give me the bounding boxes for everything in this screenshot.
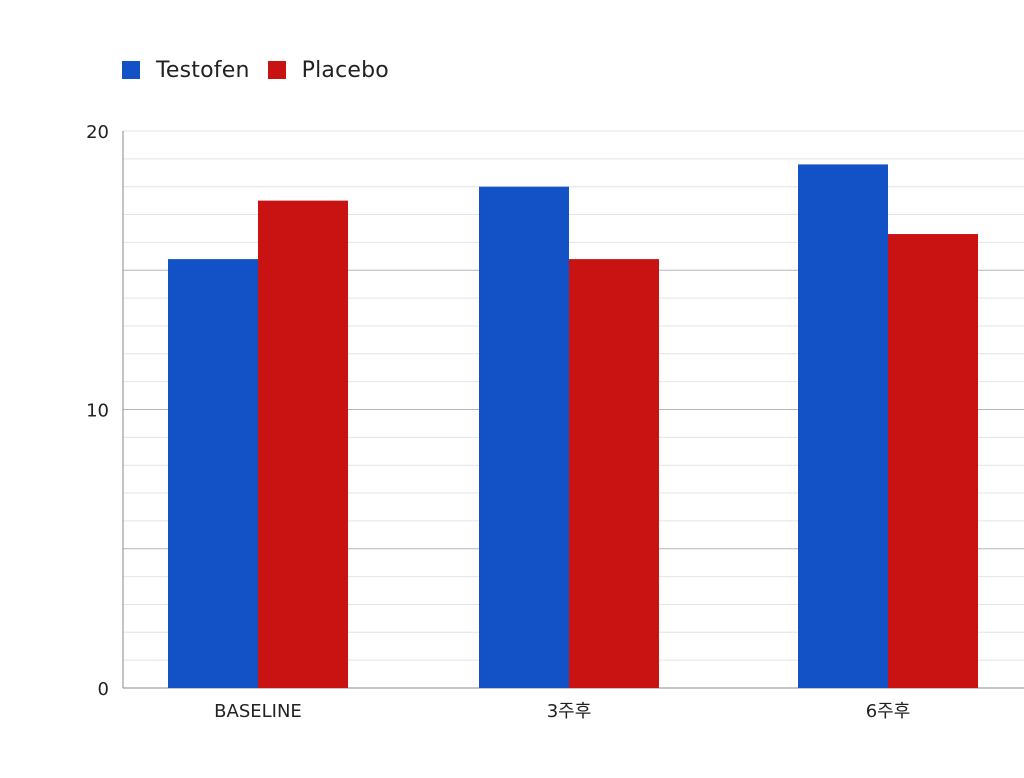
bar-testofen-0 xyxy=(168,259,258,688)
legend-swatch-testofen xyxy=(122,61,140,79)
x-tick-label: 6주후 xyxy=(866,701,911,722)
bar-placebo-1 xyxy=(569,259,659,688)
bar-placebo-2 xyxy=(888,234,978,689)
y-tick-label: 10 xyxy=(86,401,109,422)
bar-testofen-2 xyxy=(798,164,888,689)
legend-item-testofen: Testofen xyxy=(122,58,250,83)
legend-label-placebo: Placebo xyxy=(301,57,389,83)
legend-item-placebo: Placebo xyxy=(267,57,389,83)
y-tick-label: 0 xyxy=(98,679,109,700)
bar-placebo-0 xyxy=(258,200,348,688)
bar-testofen-1 xyxy=(479,186,569,688)
legend-label-testofen: Testofen xyxy=(156,57,250,83)
x-tick-label: BASELINE xyxy=(214,701,302,722)
legend-swatch-placebo xyxy=(267,61,286,79)
legend: Testofen Placebo xyxy=(122,56,389,84)
y-tick-label: 20 xyxy=(86,122,109,143)
x-tick-label: 3주후 xyxy=(547,701,592,722)
